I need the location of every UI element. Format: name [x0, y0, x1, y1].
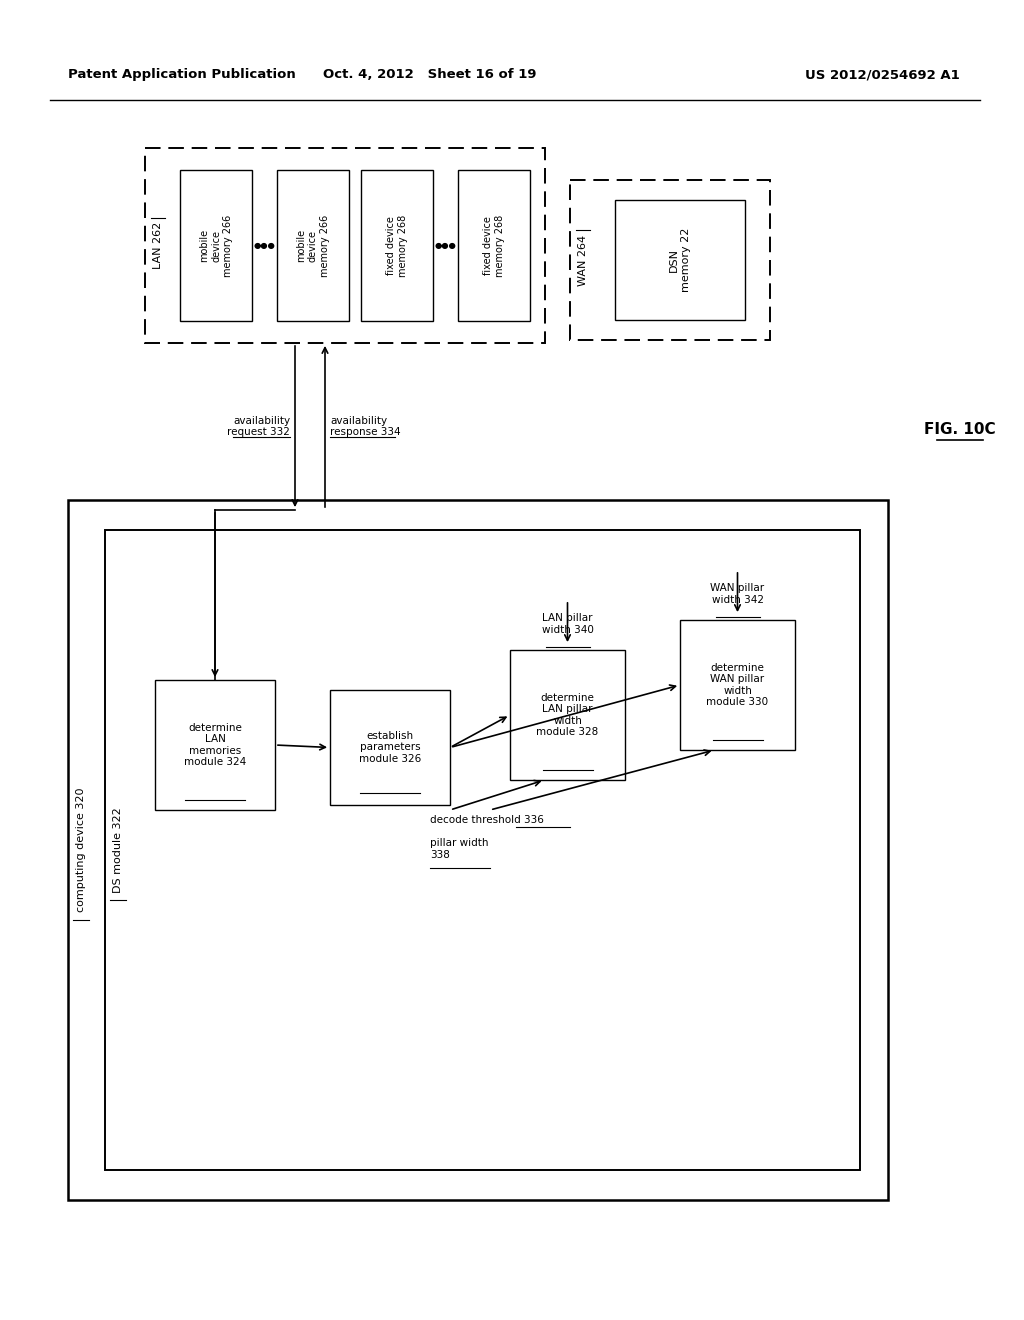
Text: determine
WAN pillar
width
module 330: determine WAN pillar width module 330: [707, 663, 769, 708]
Text: US 2012/0254692 A1: US 2012/0254692 A1: [805, 69, 961, 81]
Text: ●●●: ●●●: [434, 242, 456, 249]
Text: availability
request 332: availability request 332: [227, 416, 290, 437]
Text: Oct. 4, 2012   Sheet 16 of 19: Oct. 4, 2012 Sheet 16 of 19: [324, 69, 537, 81]
Bar: [155, 680, 275, 810]
Text: FIG. 10C: FIG. 10C: [925, 422, 995, 437]
Bar: [278, 170, 349, 321]
Bar: [615, 201, 745, 319]
Text: Patent Application Publication: Patent Application Publication: [68, 69, 296, 81]
Text: DSN
memory 22: DSN memory 22: [670, 228, 691, 292]
Text: ●●●: ●●●: [253, 242, 274, 249]
Bar: [458, 170, 530, 321]
Text: establish
parameters
module 326: establish parameters module 326: [358, 731, 421, 764]
Bar: [510, 649, 625, 780]
Text: decode threshold 336: decode threshold 336: [430, 814, 544, 825]
Text: mobile
device
memory 266: mobile device memory 266: [296, 214, 330, 277]
Bar: [68, 500, 888, 1200]
Text: WAN pillar
width 342: WAN pillar width 342: [711, 583, 765, 605]
Text: pillar width
338: pillar width 338: [430, 838, 488, 859]
Text: mobile
device
memory 266: mobile device memory 266: [200, 214, 232, 277]
Text: fixed device
memory 268: fixed device memory 268: [386, 214, 408, 277]
Bar: [145, 148, 545, 343]
Bar: [105, 531, 860, 1170]
Text: fixed device
memory 268: fixed device memory 268: [483, 214, 505, 277]
Text: DS module 322: DS module 322: [113, 807, 123, 892]
Text: LAN 262: LAN 262: [153, 222, 163, 269]
Bar: [180, 170, 252, 321]
Text: WAN 264: WAN 264: [578, 235, 588, 285]
Text: determine
LAN pillar
width
module 328: determine LAN pillar width module 328: [537, 693, 599, 738]
Text: availability
response 334: availability response 334: [330, 416, 400, 437]
Bar: [570, 180, 770, 341]
Text: LAN pillar
width 340: LAN pillar width 340: [542, 614, 594, 635]
Text: determine
LAN
memories
module 324: determine LAN memories module 324: [184, 722, 246, 767]
Text: computing device 320: computing device 320: [76, 788, 86, 912]
Bar: [680, 620, 795, 750]
Bar: [361, 170, 433, 321]
Bar: [330, 690, 450, 805]
